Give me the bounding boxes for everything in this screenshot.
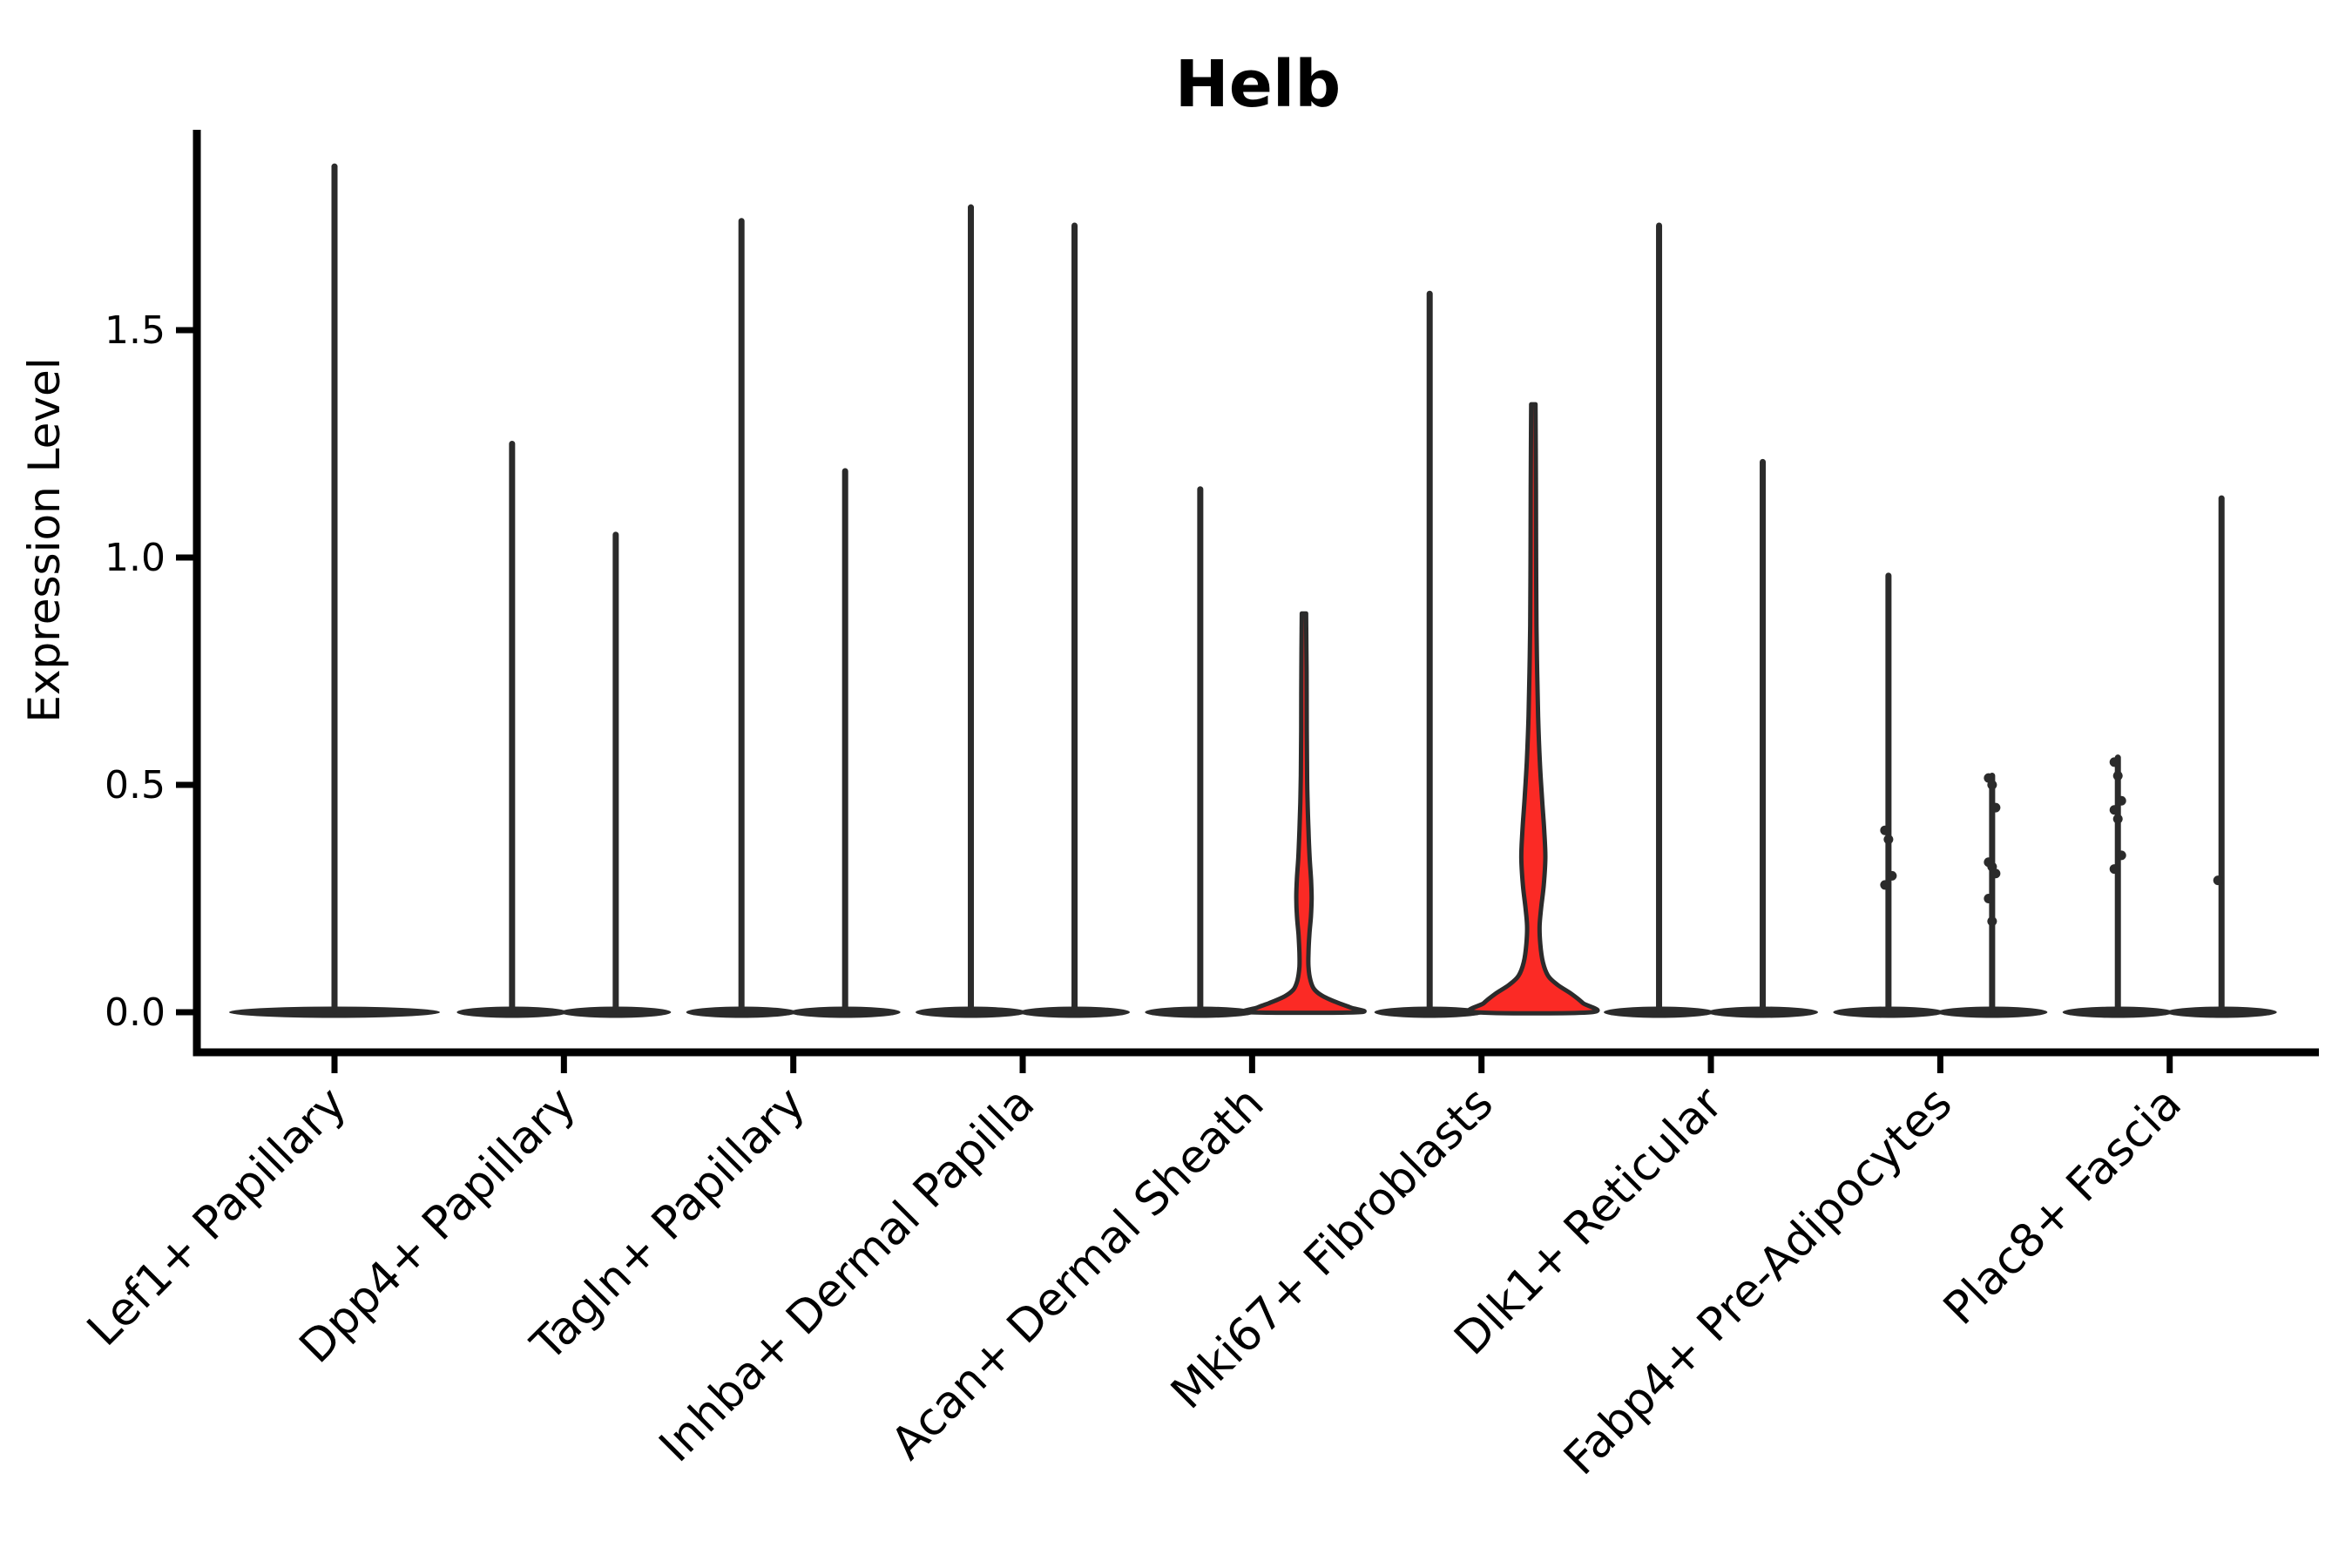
violin-group-6 — [1374, 290, 1600, 1018]
y-tick-group: 0.0 0.5 1.0 1.5 — [105, 308, 197, 1035]
violin-group-3 — [686, 218, 901, 1018]
expression-dot — [2213, 875, 2223, 886]
expression-dot — [1883, 835, 1894, 845]
violin-group-2 — [456, 441, 672, 1018]
expression-dot — [2109, 805, 2119, 815]
y-tick-label: 0.5 — [105, 763, 166, 808]
expression-dot — [1880, 825, 1890, 835]
violin-shape — [1466, 402, 1600, 1016]
y-tick-label: 1.0 — [105, 536, 166, 580]
expression-dot — [2112, 771, 2123, 781]
x-tick-label: Fabp4+ Pre-Adipocytes — [1554, 1078, 1962, 1485]
expression-dot — [2116, 795, 2126, 806]
violin-shape — [1240, 611, 1367, 1016]
expression-dot — [1984, 894, 1994, 903]
violin-group-4 — [916, 204, 1131, 1018]
expression-dot — [1990, 802, 2001, 813]
expression-dot — [1880, 880, 1890, 890]
expression-dot — [2112, 814, 2123, 824]
y-axis-label: Expression Level — [19, 357, 70, 722]
x-tick-label: Plac8+ Fascia — [1934, 1078, 2192, 1335]
expression-dot — [2116, 850, 2126, 861]
expression-dot — [2109, 757, 2119, 767]
expression-dot — [1987, 780, 1997, 790]
x-tick-label: Acan+ Dermal Sheath — [882, 1078, 1274, 1470]
violin-group-8 — [1833, 572, 2048, 1018]
violin-group-5 — [1145, 486, 1367, 1018]
x-tick-label: Inhba+ Dermal Papilla — [650, 1078, 1044, 1472]
expression-dot — [1887, 870, 1897, 881]
chart-title: Helb — [1175, 47, 1341, 122]
y-tick-label: 1.5 — [105, 308, 166, 353]
expression-dot — [1990, 868, 2001, 879]
expression-dot — [2109, 864, 2119, 875]
violin-group-1 — [229, 163, 440, 1018]
y-tick-label: 0.0 — [105, 990, 166, 1035]
violins-group — [229, 163, 2277, 1018]
violin-group-9 — [2062, 495, 2277, 1018]
expression-dot — [1987, 916, 1997, 927]
violin-group-7 — [1604, 222, 1819, 1018]
